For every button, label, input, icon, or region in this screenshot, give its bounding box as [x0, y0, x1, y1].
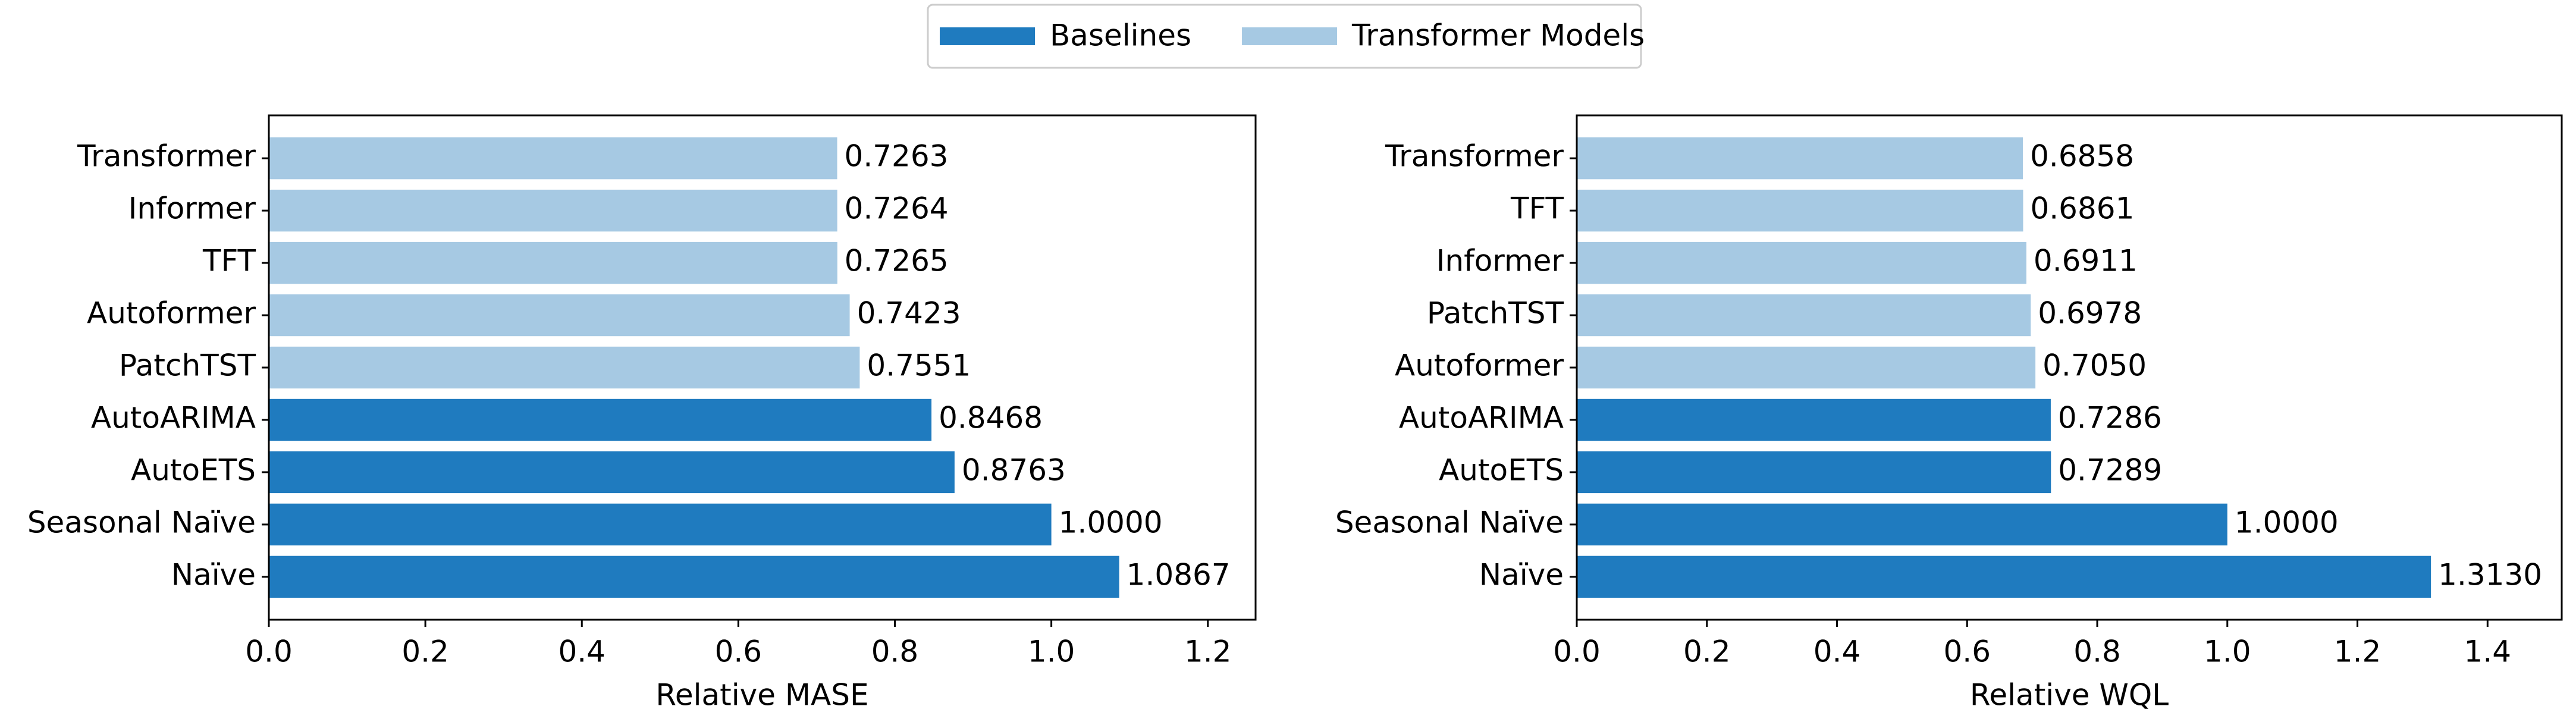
y-tick-label: PatchTST: [119, 349, 256, 383]
bar: [269, 451, 955, 494]
bar: [1577, 294, 2031, 337]
y-tick-label: AutoETS: [1439, 453, 1564, 487]
x-tick-label: 0.4: [558, 635, 605, 669]
bar: [269, 346, 860, 389]
x-tick-label: 1.2: [2334, 635, 2382, 669]
value-label: 0.6911: [2034, 244, 2138, 278]
bar: [1577, 451, 2051, 494]
bar: [269, 137, 837, 180]
legend-swatch: [1242, 27, 1338, 45]
value-label: 1.0867: [1127, 557, 1231, 592]
y-tick-label: AutoARIMA: [1399, 400, 1564, 435]
value-label: 0.8763: [962, 453, 1066, 487]
x-tick-label: 0.6: [715, 635, 763, 669]
y-tick-label: Informer: [128, 192, 256, 226]
y-tick-label: Autoformer: [87, 296, 256, 331]
y-tick-label: TFT: [1510, 192, 1564, 226]
bar: [1577, 189, 2023, 232]
x-axis-label: Relative WQL: [1970, 678, 2169, 713]
x-tick-label: 1.4: [2464, 635, 2512, 669]
x-tick-label: 1.0: [2204, 635, 2251, 669]
bar: [269, 555, 1119, 598]
x-tick-label: 0.8: [2073, 635, 2121, 669]
bar: [269, 241, 837, 284]
bar: [1577, 555, 2431, 598]
x-tick-label: 0.0: [1553, 635, 1601, 669]
y-tick-label: AutoETS: [131, 453, 256, 487]
y-tick-label: Informer: [1436, 244, 1564, 278]
value-label: 0.6861: [2030, 192, 2134, 226]
bar: [1577, 241, 2026, 284]
legend-label: Baselines: [1050, 18, 1191, 53]
y-tick-label: Transformer: [77, 139, 256, 174]
x-tick-label: 0.8: [871, 635, 919, 669]
value-label: 0.7551: [867, 349, 971, 383]
bar: [269, 189, 837, 232]
legend-label: Transformer Models: [1351, 18, 1645, 53]
value-label: 0.7264: [845, 192, 949, 226]
bar: [269, 503, 1052, 546]
x-tick-label: 0.6: [1944, 635, 1991, 669]
plot-frame: [268, 114, 1257, 621]
value-label: 0.7286: [2058, 400, 2162, 435]
x-tick-label: 0.4: [1813, 635, 1861, 669]
x-tick-label: 1.2: [1184, 635, 1232, 669]
x-tick-label: 0.0: [245, 635, 293, 669]
y-tick-label: Naïve: [171, 557, 256, 592]
value-label: 0.7265: [845, 244, 949, 278]
y-tick-label: PatchTST: [1427, 296, 1564, 331]
bar: [1577, 503, 2227, 546]
value-label: 0.7050: [2042, 349, 2147, 383]
y-tick-label: Transformer: [1385, 139, 1564, 174]
value-label: 1.3130: [2438, 557, 2542, 592]
value-label: 0.6978: [2038, 296, 2142, 331]
y-tick-label: AutoARIMA: [91, 400, 256, 435]
bar: [269, 398, 932, 441]
value-label: 0.7423: [857, 296, 961, 331]
x-tick-label: 0.2: [1683, 635, 1731, 669]
y-tick-label: Seasonal Naïve: [27, 505, 256, 539]
value-label: 1.0000: [1059, 505, 1163, 539]
y-tick-label: Autoformer: [1395, 349, 1564, 383]
bar: [269, 294, 850, 337]
y-tick-label: Naïve: [1479, 557, 1564, 592]
value-label: 0.8468: [939, 400, 1043, 435]
bar: [1577, 346, 2036, 389]
bar: [1577, 398, 2051, 441]
value-label: 0.6858: [2030, 139, 2134, 174]
x-tick-label: 0.2: [401, 635, 449, 669]
legend-swatch: [940, 27, 1035, 45]
value-label: 0.7289: [2058, 453, 2162, 487]
value-label: 0.7263: [845, 139, 949, 174]
bar: [1577, 137, 2023, 180]
x-tick-label: 1.0: [1028, 635, 1075, 669]
value-label: 1.0000: [2235, 505, 2339, 539]
plot-frame: [1576, 114, 2563, 621]
y-tick-label: TFT: [202, 244, 256, 278]
x-axis-label: Relative MASE: [655, 678, 868, 713]
y-tick-label: Seasonal Naïve: [1335, 505, 1564, 539]
